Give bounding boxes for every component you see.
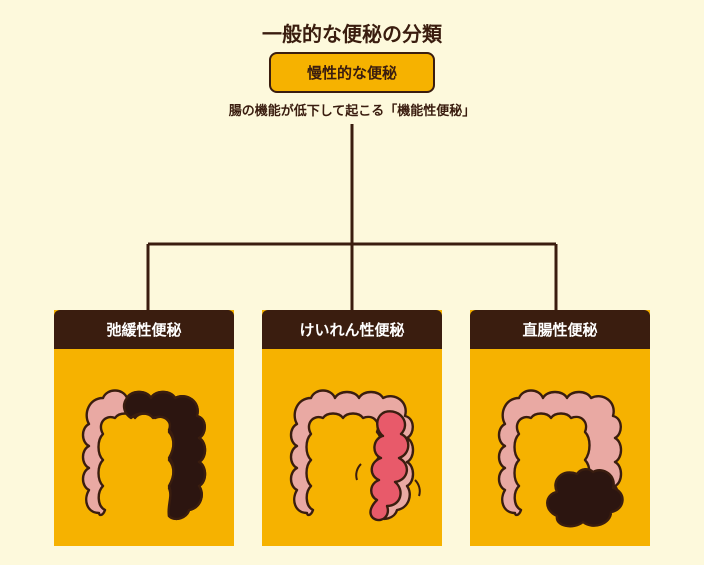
card-header: けいれん性便秘	[262, 310, 442, 349]
category-card: 直腸性便秘	[470, 310, 650, 546]
card-row: 弛緩性便秘 けいれん性便秘 直腸性便秘	[0, 310, 704, 546]
intestine-icon	[485, 368, 635, 528]
diagram-subtitle: 腸の機能が低下して起こる「機能性便秘」	[0, 100, 704, 119]
intestine-icon	[277, 368, 427, 528]
card-body	[470, 349, 650, 546]
category-card: 弛緩性便秘	[54, 310, 234, 546]
card-body	[262, 349, 442, 546]
card-header: 弛緩性便秘	[54, 310, 234, 349]
diagram-title: 一般的な便秘の分類	[0, 18, 704, 47]
category-card: けいれん性便秘	[262, 310, 442, 546]
intestine-icon	[69, 368, 219, 528]
card-body	[54, 349, 234, 546]
diagram-canvas: 一般的な便秘の分類 慢性的な便秘 腸の機能が低下して起こる「機能性便秘」 弛緩性…	[0, 0, 704, 565]
root-node: 慢性的な便秘	[269, 52, 435, 93]
card-header: 直腸性便秘	[470, 310, 650, 349]
